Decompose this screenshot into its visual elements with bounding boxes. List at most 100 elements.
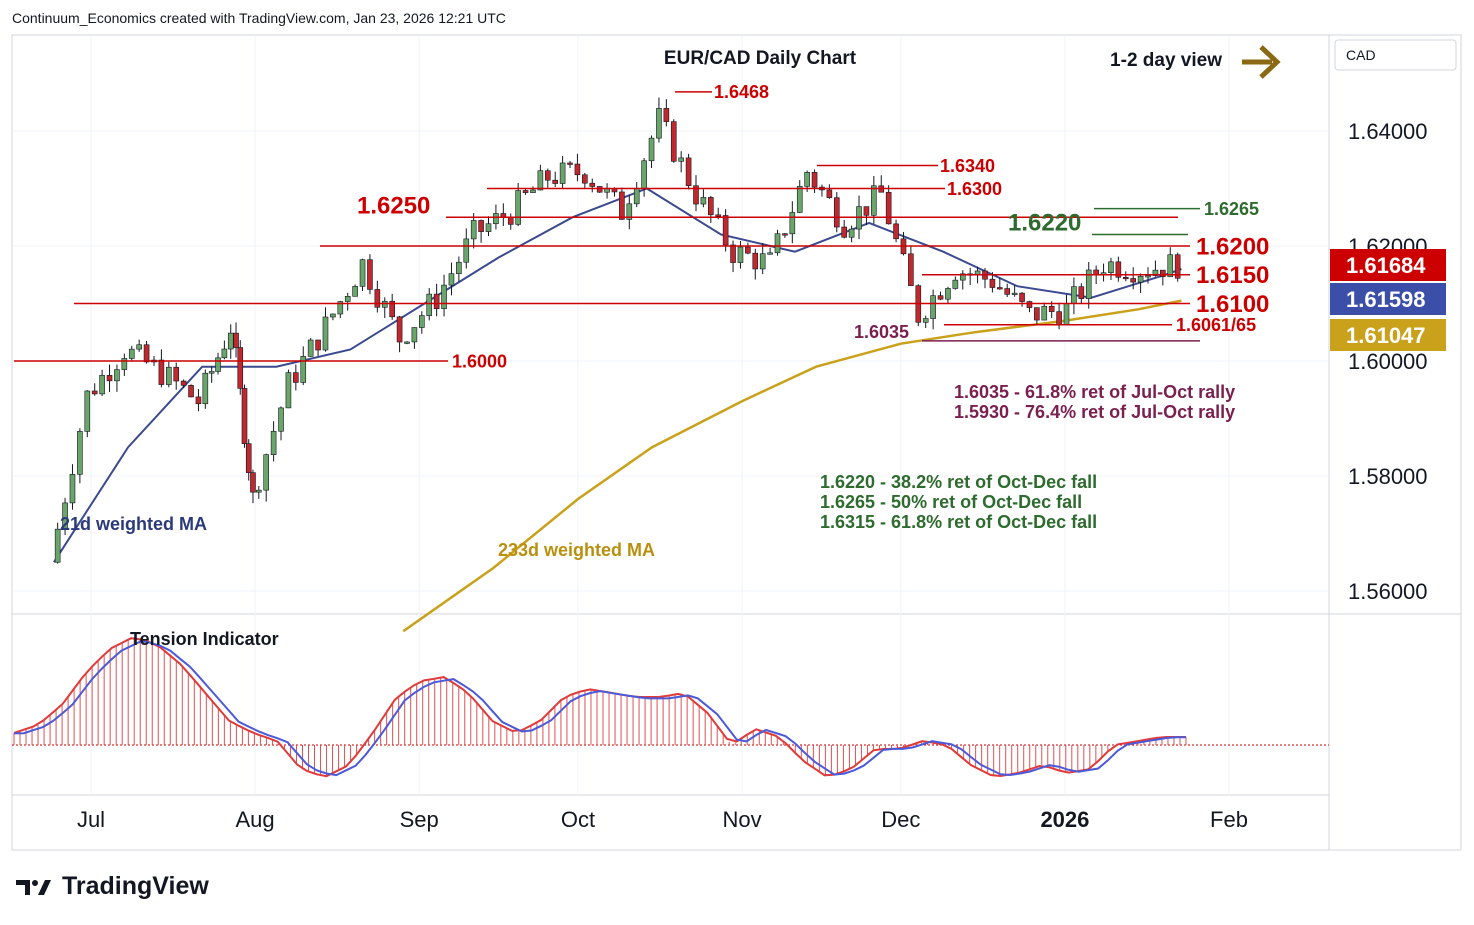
- candle-body-60: [478, 220, 484, 232]
- candle-body-41: [337, 301, 344, 315]
- candle-body-0: [54, 528, 61, 563]
- candle-body-96: [745, 246, 751, 254]
- candle-body-35: [293, 372, 299, 383]
- candle-body-145: [1108, 261, 1114, 274]
- level-label-6: 1.6200: [1196, 233, 1269, 260]
- candle-body-3: [77, 431, 83, 475]
- y-tick-label-0: 1.64000: [1348, 119, 1428, 144]
- level-label-8: 1.6100: [1196, 291, 1269, 318]
- candle-body-48: [389, 300, 395, 318]
- candle-body-123: [945, 288, 951, 300]
- candle-body-19: [195, 396, 202, 405]
- x-tick-label-6: 2026: [1040, 807, 1089, 832]
- candle-body-131: [1004, 288, 1011, 295]
- candle-body-57: [456, 261, 462, 274]
- candle-body-29: [250, 472, 256, 493]
- tradingview-logo[interactable]: TradingView: [14, 872, 209, 901]
- candle-body-52: [419, 315, 425, 328]
- candle-body-70: [552, 179, 558, 184]
- candle-body-50: [404, 341, 410, 344]
- level-label-9: 1.6061/65: [1176, 315, 1256, 335]
- candle-body-133: [1019, 292, 1025, 302]
- candle-body-31: [263, 454, 269, 491]
- candle-body-137: [1048, 305, 1055, 312]
- candle-body-113: [871, 185, 877, 216]
- candle-body-62: [493, 213, 499, 225]
- tension-indicator-title: Tension Indicator: [130, 629, 279, 649]
- candle-body-64: [507, 217, 514, 225]
- candle-body-51: [411, 327, 418, 343]
- tradingview-logo-text: TradingView: [62, 872, 209, 900]
- time-axis[interactable]: Jul Aug Sep Oct Nov Dec 2026 Feb: [77, 807, 1248, 832]
- price-tag-bg-0: [1330, 249, 1446, 281]
- level-label-1: 1.6340: [940, 156, 995, 176]
- candle-body-147: [1122, 276, 1129, 280]
- candle-body-88: [685, 157, 692, 187]
- candle-body-79: [619, 191, 625, 220]
- candle-body-80: [626, 203, 633, 220]
- candle-body-23: [221, 348, 228, 359]
- candle-body-47: [381, 300, 388, 308]
- candle-body-81: [633, 187, 640, 205]
- tension-line-red: [13, 637, 1186, 778]
- candle-body-102: [789, 212, 796, 235]
- currency-box[interactable]: [1334, 39, 1457, 71]
- candle-body-129: [989, 278, 996, 288]
- right-arrow-icon: [1242, 45, 1281, 79]
- candle-body-4: [84, 390, 91, 432]
- candle-body-92: [715, 214, 722, 217]
- candle-body-118: [908, 253, 914, 286]
- y-tick-label-3: 1.58000: [1348, 464, 1428, 489]
- x-tick-label-4: Nov: [722, 807, 761, 832]
- candle-body-138: [1056, 311, 1062, 325]
- candle-body-82: [641, 160, 647, 189]
- candle-body-44: [359, 259, 366, 287]
- candle-body-8: [114, 369, 120, 382]
- candle-body-17: [180, 380, 187, 386]
- price-tag-bg-1: [1330, 283, 1446, 315]
- candle-body-66: [522, 190, 529, 193]
- support-resistance-levels: 1.6468 1.6340 1.6300 1.6265 1.6250 1.6220 1.62…: [14, 82, 1269, 371]
- ma233-label: 233d weighted MA: [498, 540, 655, 560]
- candle-body-94: [730, 244, 736, 263]
- candle-body-101: [782, 233, 788, 236]
- candle-body-36: [300, 356, 307, 383]
- candle-body-39: [322, 316, 329, 351]
- candle-body-125: [959, 273, 966, 281]
- tension-line-blue: [13, 640, 1186, 777]
- candle-body-18: [188, 385, 194, 398]
- candle-body-93: [722, 215, 729, 246]
- price-tag-value-2: 1.61047: [1346, 323, 1426, 348]
- chart-frame: [11, 34, 1462, 851]
- candle-body-91: [708, 197, 714, 216]
- candle-body-153: [1167, 254, 1174, 278]
- price-tag-value-1: 1.61598: [1346, 287, 1426, 312]
- candle-body-65: [515, 190, 521, 225]
- candle-body-33: [278, 407, 284, 432]
- view-label: 1-2 day view: [1110, 50, 1222, 71]
- candle-body-6: [99, 375, 105, 395]
- currency-label: CAD: [1346, 47, 1376, 63]
- candle-body-110: [848, 228, 855, 238]
- price-tag-bg-2: [1330, 319, 1446, 351]
- candle-body-59: [470, 220, 477, 240]
- candle-body-27: [241, 388, 248, 444]
- price-tag-value-0: 1.61684: [1346, 253, 1426, 278]
- candle-body-61: [485, 223, 492, 232]
- candle-body-42: [344, 296, 351, 302]
- x-tick-label-7: Feb: [1210, 807, 1248, 832]
- chart-attribution: Continuum_Economics created with Trading…: [12, 10, 506, 26]
- ma233-line: [402, 299, 1182, 633]
- candle-body-22: [215, 357, 221, 372]
- candle-body-148: [1130, 278, 1136, 283]
- candle-body-107: [826, 189, 833, 198]
- candle-body-14: [158, 359, 165, 385]
- candle-body-130: [997, 287, 1003, 290]
- y-tick-label-4: 1.56000: [1348, 579, 1428, 604]
- candle-body-85: [663, 108, 670, 122]
- candle-body-132: [1011, 292, 1018, 295]
- level-label-4: 1.6250: [357, 192, 430, 219]
- price-gridlines: [12, 35, 1329, 795]
